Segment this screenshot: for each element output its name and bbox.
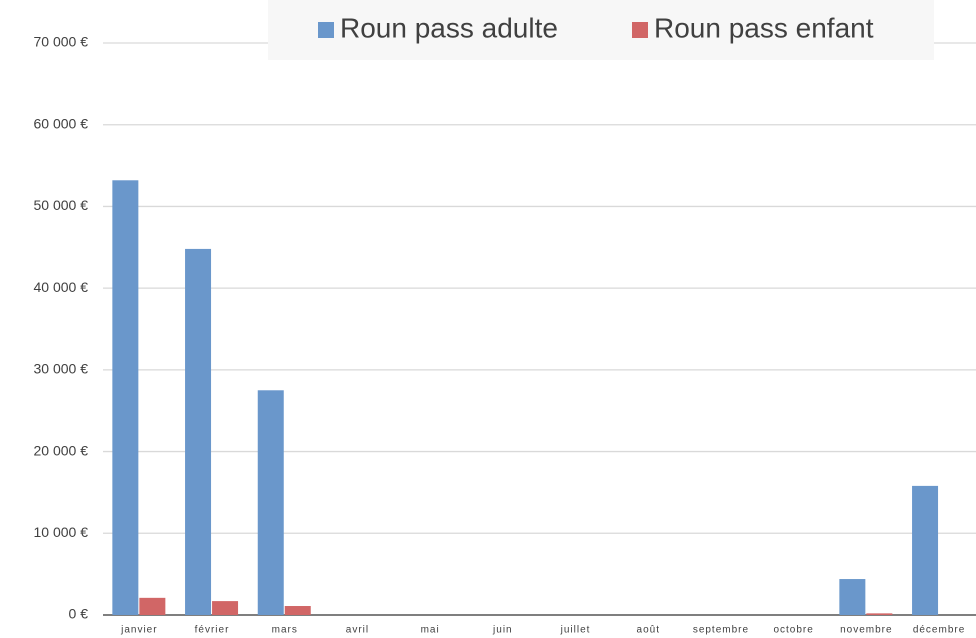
y-tick-label: 20 000 € xyxy=(34,442,89,458)
x-tick-label: mai xyxy=(421,625,440,636)
x-tick-label: décembre xyxy=(913,625,965,636)
bar xyxy=(112,180,139,615)
legend-background xyxy=(268,0,934,60)
x-tick-label: août xyxy=(637,625,660,636)
bar xyxy=(257,390,284,615)
x-tick-label: novembre xyxy=(840,625,892,636)
bar xyxy=(866,613,893,615)
legend-label: Roun pass adulte xyxy=(340,12,558,43)
legend-label: Roun pass enfant xyxy=(654,12,874,43)
bar xyxy=(284,606,311,615)
x-tick-label: février xyxy=(195,625,230,636)
bar xyxy=(185,248,212,616)
y-tick-label: 60 000 € xyxy=(34,115,89,131)
y-tick-label: 40 000 € xyxy=(34,279,89,295)
legend-swatch xyxy=(318,22,334,38)
bar xyxy=(139,597,166,615)
x-tick-label: septembre xyxy=(693,625,749,636)
y-tick-label: 30 000 € xyxy=(34,361,89,377)
y-tick-label: 70 000 € xyxy=(34,34,89,50)
bar xyxy=(212,601,239,615)
legend-swatch xyxy=(632,22,648,38)
x-tick-label: mars xyxy=(272,625,298,636)
y-tick-label: 0 € xyxy=(69,606,89,622)
x-tick-label: avril xyxy=(346,625,369,636)
x-tick-label: octobre xyxy=(773,625,813,636)
x-tick-label: juillet xyxy=(560,625,591,636)
bar xyxy=(912,485,939,615)
y-tick-label: 10 000 € xyxy=(34,524,89,540)
bar xyxy=(839,579,866,615)
x-tick-label: janvier xyxy=(120,625,157,636)
x-tick-label: juin xyxy=(492,625,513,636)
y-tick-label: 50 000 € xyxy=(34,197,89,213)
